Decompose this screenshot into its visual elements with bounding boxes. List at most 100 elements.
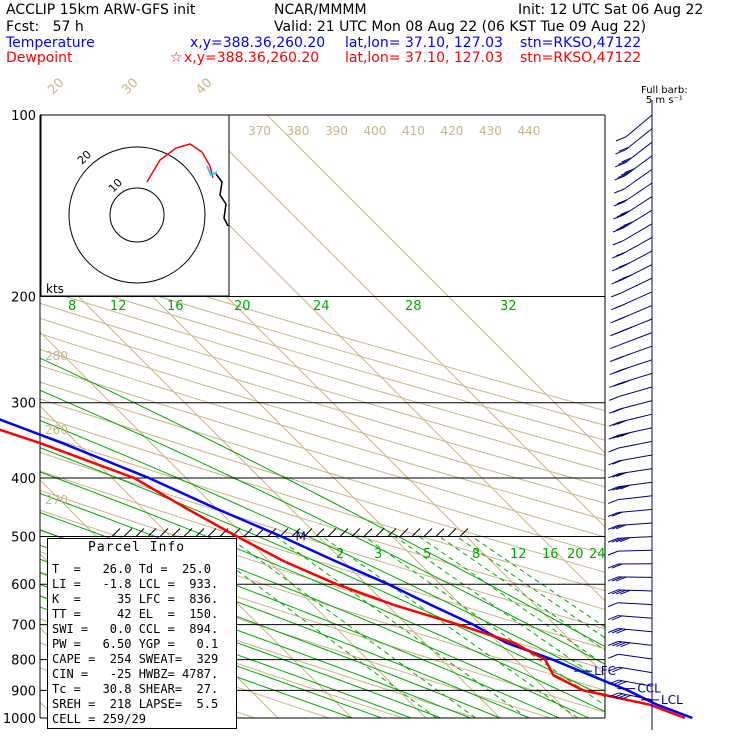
wind-barb-flag xyxy=(614,188,625,194)
hodograph-trace-black xyxy=(215,173,229,227)
mixing-ratio-label: 20 xyxy=(234,299,251,314)
pressure-tick-label: 200 xyxy=(11,291,36,306)
dry-adiabat-line xyxy=(40,595,403,718)
hatch-mark xyxy=(315,528,325,537)
wind-barb xyxy=(609,372,653,388)
wind-barb-flag xyxy=(618,262,630,268)
wind-barb-flag xyxy=(607,615,619,621)
wind-barb-flag xyxy=(611,524,623,530)
wind-barb xyxy=(613,196,653,220)
chart-labels: 20 30 40 370 380 390 400 410 420 430 440 280 260 270 8… xyxy=(45,76,683,707)
temperature-latlon: lat,lon= 37.10, 127.03 xyxy=(345,35,503,51)
wind-barb-flag xyxy=(618,159,629,165)
wind-barb-flag xyxy=(612,485,623,491)
pressure-tick-label: 800 xyxy=(11,654,36,669)
wind-barb-flag xyxy=(620,589,631,595)
mixing-ratio-line xyxy=(363,536,605,707)
isotherm-line xyxy=(40,405,353,718)
wind-barb xyxy=(608,481,653,492)
isotherm-tick-label: 40 xyxy=(193,76,215,98)
wind-barb-staff xyxy=(618,536,653,539)
annotation-m-label: M xyxy=(295,529,305,543)
wind-barb-flag xyxy=(607,537,619,543)
wind-barb-flag xyxy=(608,447,619,453)
wind-barb-flag xyxy=(608,679,619,685)
wind-barb-flag xyxy=(620,642,631,648)
hodograph-ring-outer xyxy=(68,146,206,284)
wind-barb xyxy=(608,679,653,687)
wind-barb-staff xyxy=(618,454,653,462)
wind-barb xyxy=(607,576,653,582)
wind-barb-flag xyxy=(615,149,626,155)
wind-barb-flag xyxy=(611,615,623,621)
wind-barb-flag xyxy=(616,641,627,647)
wind-barb-flag xyxy=(607,602,619,608)
wind-barb-flag xyxy=(618,146,629,152)
wind-barb-flag xyxy=(616,419,628,425)
wind-barb-flag xyxy=(621,326,633,332)
hodograph-frame xyxy=(40,114,230,297)
wind-barb-flag xyxy=(616,694,627,700)
wind-barb xyxy=(607,522,653,530)
wind-barb-flag xyxy=(620,432,631,437)
hodograph-trace-cyan xyxy=(206,165,218,177)
isotherm-line xyxy=(40,331,427,718)
wind-barb xyxy=(615,128,653,155)
wind-barb xyxy=(607,563,653,569)
wind-barb xyxy=(614,141,653,168)
wind-barb-flag xyxy=(612,693,623,699)
wind-barb-flag xyxy=(609,395,620,401)
wind-barb-flag xyxy=(616,524,627,530)
wind-barb-flag xyxy=(618,315,629,321)
mixing-ratio-label: 16 xyxy=(167,299,184,314)
parcel-row: PW = 6.50 YGP = 0.1 xyxy=(52,637,219,651)
wind-barb-staff xyxy=(620,291,653,307)
wind-barb-staff xyxy=(625,128,653,151)
parcel-row: SWI = 0.0 CCL = 894. xyxy=(52,622,219,636)
wind-barb xyxy=(608,413,653,427)
wind-barb-staff xyxy=(618,508,653,513)
pressure-tick-label: 1000 xyxy=(3,712,36,727)
wind-barb-flag xyxy=(608,421,620,427)
wind-barb-flag xyxy=(616,472,627,478)
hatch-mark xyxy=(243,528,253,537)
wind-barb-flag xyxy=(608,473,619,479)
temperature-station: stn=RKSO,47122 xyxy=(520,35,642,51)
theta-tick-label: 400 xyxy=(364,124,387,138)
mixing-ratio-line xyxy=(322,536,579,718)
pressure-tick-label: 700 xyxy=(11,619,36,634)
mixing-ratio-line xyxy=(227,536,476,718)
hatch-mark xyxy=(435,528,445,537)
theta-tick-label: 420 xyxy=(441,124,464,138)
wind-barb xyxy=(609,359,653,375)
mixing-ratio-label: 24 xyxy=(589,547,606,562)
wind-barb-staff xyxy=(618,602,653,606)
wind-barb-flag xyxy=(612,628,623,634)
hatch-mark xyxy=(339,528,349,537)
dry-adiabat-line xyxy=(40,489,605,670)
wind-barb-flag xyxy=(622,273,633,279)
wind-barb-staff xyxy=(618,522,653,526)
theta-tick-label: 280 xyxy=(45,349,68,363)
wind-barb-flag xyxy=(623,221,634,227)
wind-barb-flag xyxy=(611,292,622,298)
hodograph-units-label: kts xyxy=(46,282,64,296)
hatch-mark xyxy=(375,528,385,537)
dewpoint-legend-label: Dewpoint xyxy=(6,50,73,66)
wind-barb-staff xyxy=(618,679,653,687)
wind-barb xyxy=(607,627,653,634)
hatch-mark xyxy=(387,528,397,537)
wind-barb-staff xyxy=(622,223,653,242)
mixing-ratio-label: 8 xyxy=(68,299,76,314)
dewpoint-star-icon: ☆ xyxy=(170,50,183,66)
pressure-tick-label: 100 xyxy=(11,109,36,124)
parcel-row: K = 35 LFC = 836. xyxy=(52,592,219,606)
pressure-tick-label: 300 xyxy=(11,397,36,412)
dewpoint-latlon: lat,lon= 37.10, 127.03 xyxy=(345,50,503,66)
dry-adiabat-line xyxy=(40,415,605,592)
wind-barb-flag xyxy=(614,175,625,181)
wind-barb-staff xyxy=(619,345,653,359)
hatch-mark xyxy=(423,528,433,537)
moist-adiabat-line xyxy=(40,606,353,718)
hatch-mark xyxy=(447,528,457,537)
